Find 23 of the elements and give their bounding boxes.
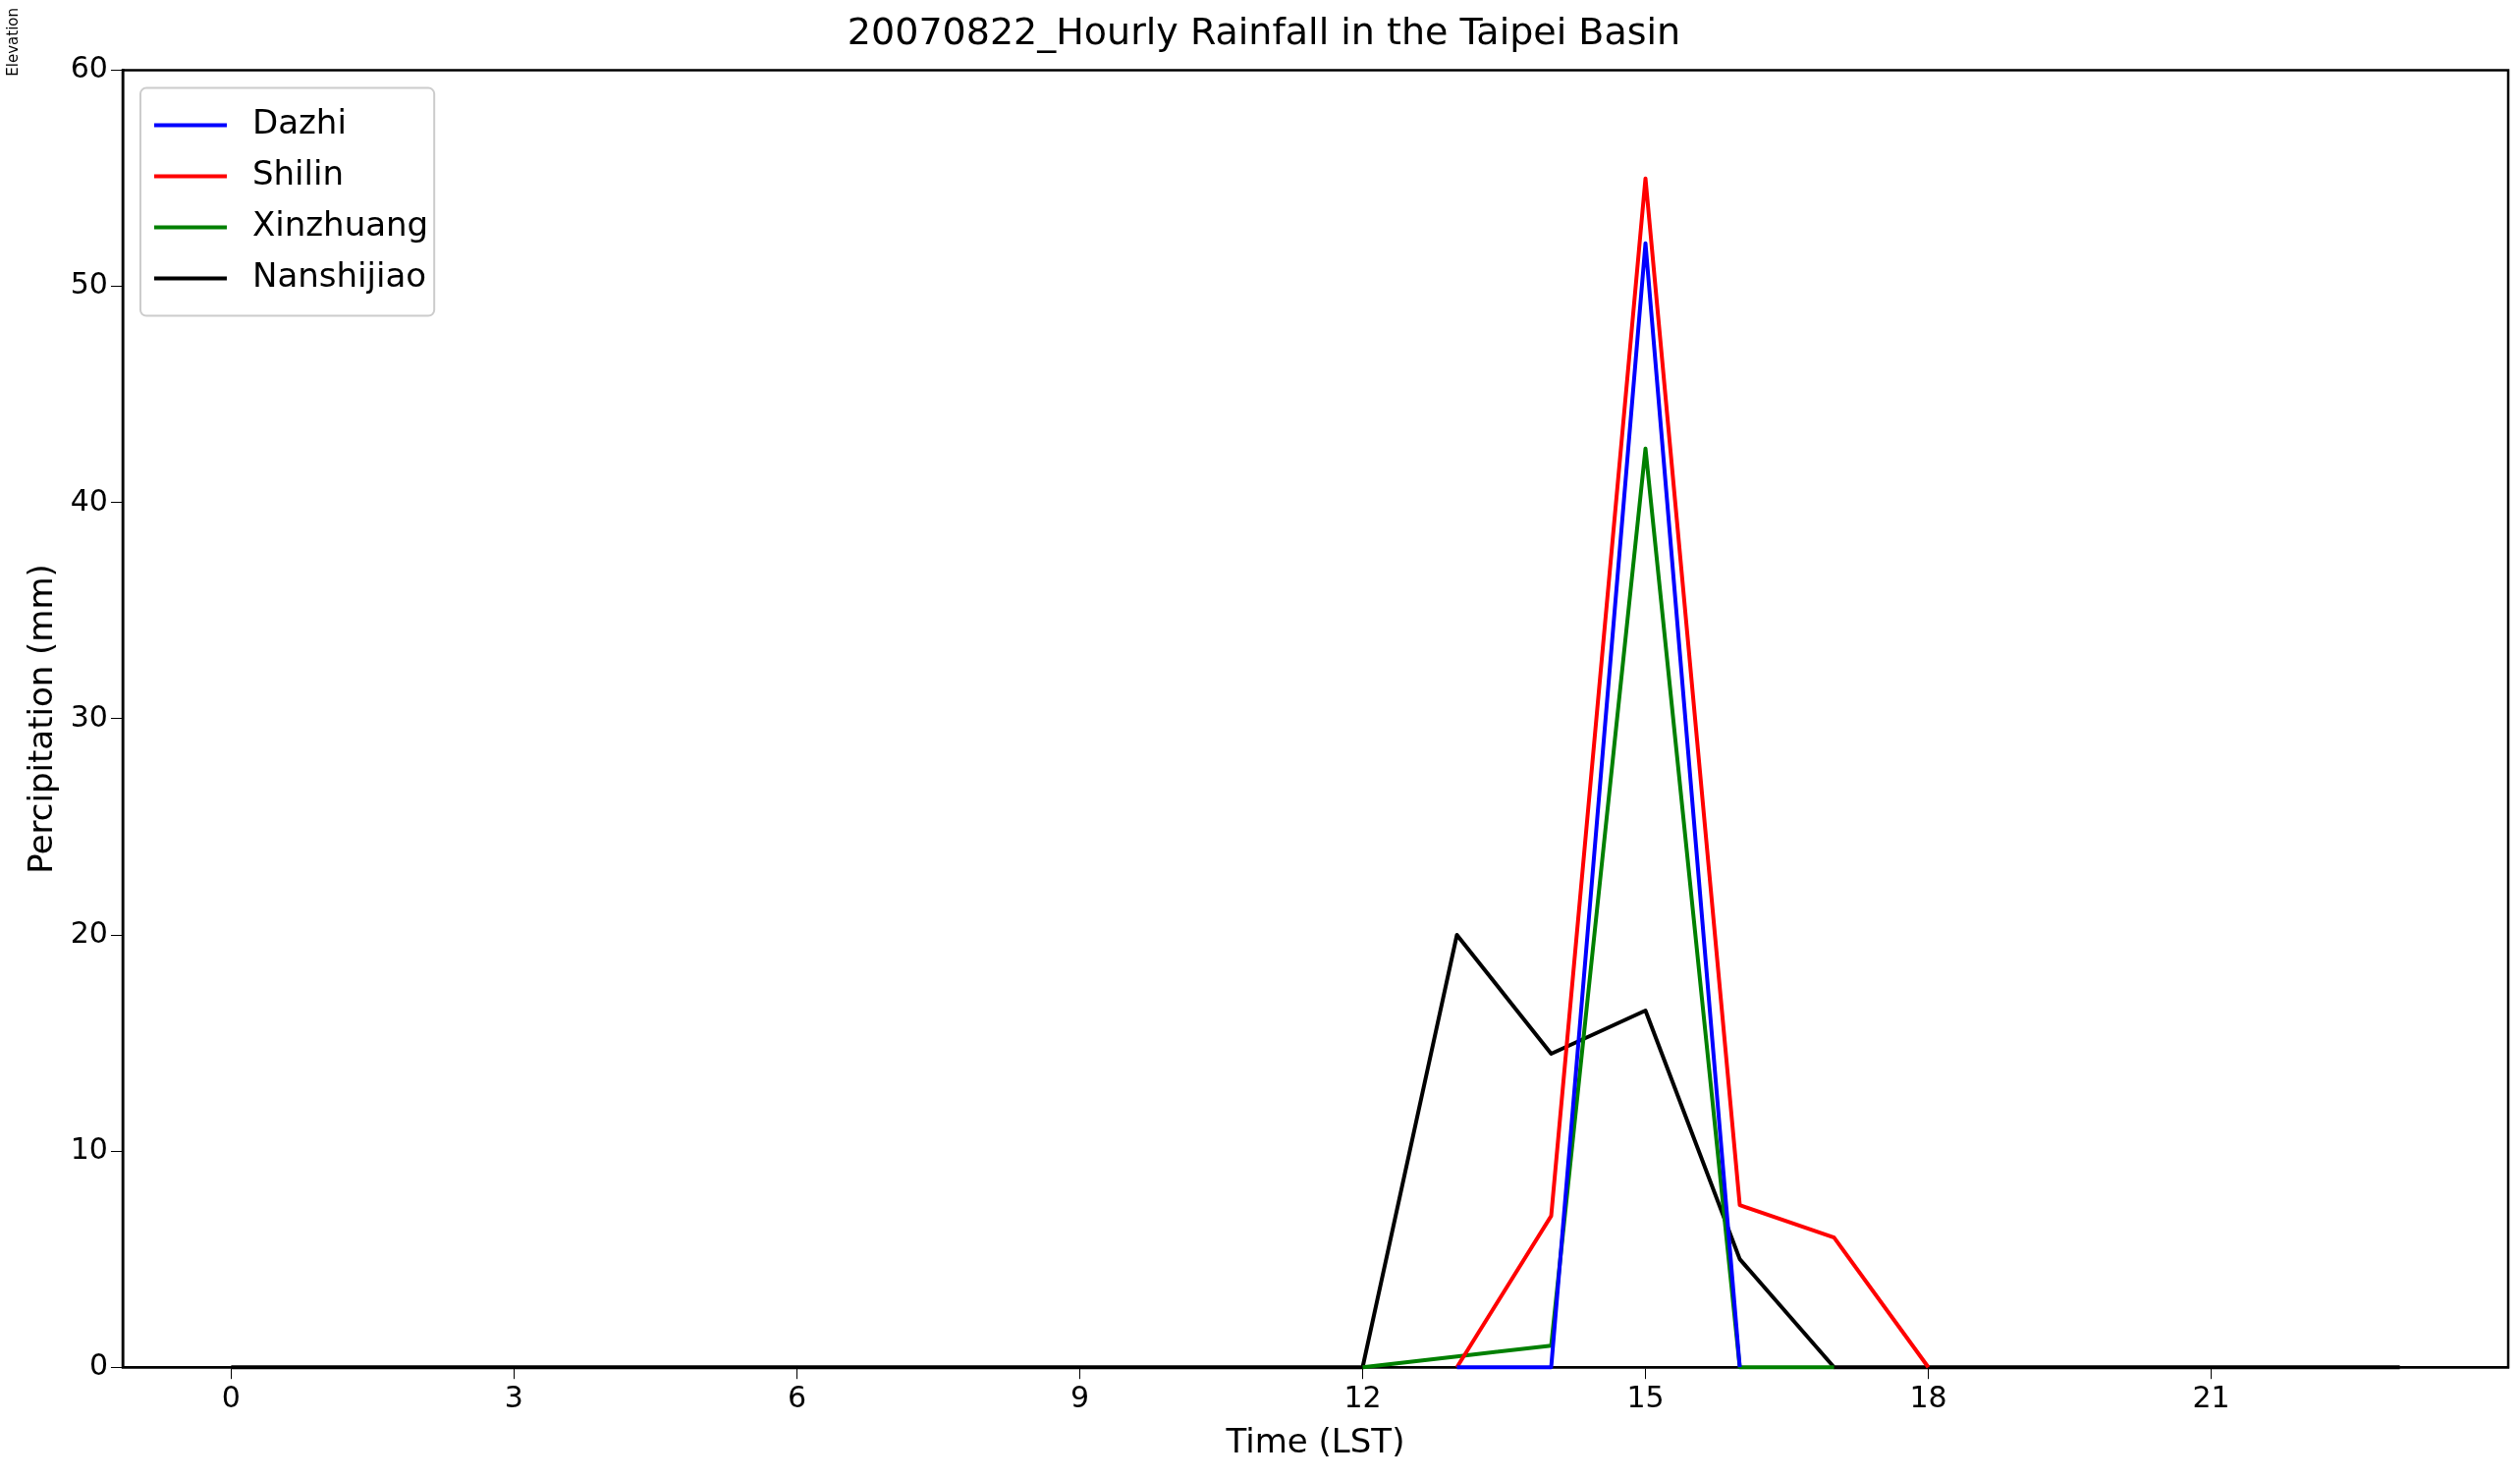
legend-label: Nanshijiao [251,255,427,296]
y-tick-label: 40 [70,482,108,518]
legend-label: Dazhi [251,102,347,142]
text: Elevation [4,8,22,77]
chart-title: 20070822_Hourly Rainfall in the Taipei Basin [847,9,1681,53]
legend-label: Xinzhuang [251,204,429,245]
x-tick-label: 6 [787,1380,806,1414]
x-tick-label: 15 [1626,1380,1665,1414]
y-tick-label: 10 [70,1130,108,1166]
x-tick-label: 0 [221,1380,241,1414]
y-tick-label: 20 [70,914,108,950]
x-tick-label: 18 [1909,1380,1947,1414]
x-tick-label: 9 [1069,1380,1090,1414]
x-tick-label: 12 [1343,1380,1382,1414]
x-tick-label: 21 [2192,1380,2230,1414]
x-axis-title: Time (LST) [1225,1421,1405,1461]
legend-label: Shilin [251,153,345,193]
y-tick-label: 30 [70,698,108,734]
y-tick-label: 0 [88,1347,108,1382]
y-tick-label: 60 [70,50,108,85]
x-tick-label: 3 [504,1380,523,1414]
y-tick-label: 50 [70,266,108,301]
y-axis-title: Percipitation (mm) [21,564,61,874]
